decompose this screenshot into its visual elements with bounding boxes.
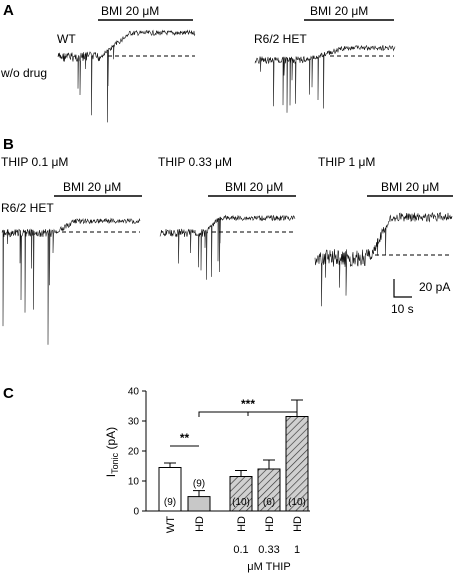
sample-size-label: (9) [193,479,205,490]
drug-label-b3: BMI 20 μM [381,180,439,194]
panel-c-letter: C [3,385,14,402]
y-tick-label: 0 [133,507,139,518]
trace-b1 [1,217,141,345]
tonic-current-bar-chart: 0 10 20 30 40 ITonic (pA) (9) WT (9) HD (10) HD (6) H… [104,387,310,573]
panel-a-letter: A [3,2,14,19]
thip-concentration-label: 0.33 [258,544,279,556]
bar [187,496,211,512]
trace-a1-label: WT [57,32,76,46]
significance-label: ** [180,431,190,445]
scale-bar [393,279,412,298]
trace-b2 [159,214,296,280]
drug-label-a2: BMI 20 μM [310,4,368,18]
sample-size-label: (10) [232,497,250,508]
y-tick-label: 30 [128,417,140,428]
scale-bar-current: 20 pA [419,280,450,294]
scale-bar-time: 10 s [391,302,414,316]
sample-size-label: (6) [263,497,275,508]
y-axis-label: ITonic (pA) [104,427,120,477]
y-tick-label: 20 [128,447,140,458]
trace-b2-label: THIP 0.33 μM [158,155,232,169]
trace-a1 [57,29,196,123]
thip-concentration-label: 1 [294,544,300,556]
genotype-label-b: R6/2 HET [1,201,54,215]
sample-size-label: (9) [164,497,176,508]
trace-a2 [254,44,396,113]
drug-label-b1: BMI 20 μM [63,180,121,194]
y-tick-label: 10 [128,477,140,488]
drug-label-b2: BMI 20 μM [225,180,283,194]
row-label-wo-drug: w/o drug [0,66,47,80]
significance-label: *** [241,397,255,411]
thip-concentration-label: 0.1 [233,544,248,556]
category-label: WT [165,516,177,533]
category-label: HD [236,516,248,532]
sample-size-label: (10) [288,497,306,508]
trace-b3-label: THIP 1 μM [318,155,375,169]
trace-b3 [314,211,453,307]
thip-axis-label: μM THIP [247,561,290,573]
panel-b-letter: B [3,136,14,153]
category-label: HD [194,516,206,532]
drug-label-a1: BMI 20 μM [101,4,159,18]
trace-a2-label: R6/2 HET [254,32,307,46]
y-tick-label: 40 [128,387,140,398]
trace-b1-label: THIP 0.1 μM [1,155,68,169]
category-label: HD [292,516,304,532]
category-label: HD [264,516,276,532]
